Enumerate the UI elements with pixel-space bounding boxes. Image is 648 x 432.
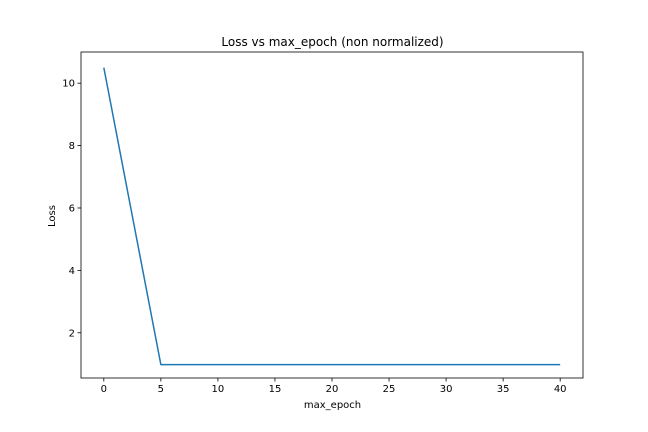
y-axis-label: Loss [47,205,58,227]
x-axis-label: max_epoch [304,400,361,411]
series-line-0 [103,67,561,366]
x-tick-label-35: 35 [497,384,510,395]
axes-frame [80,51,584,379]
plot-area: 0 5 10 15 20 25 30 35 40 2 4 6 8 10 [62,51,584,395]
x-tick-label-0: 0 [101,384,107,395]
y-tick-label-2: 2 [69,328,75,339]
x-tick-label-40: 40 [554,384,567,395]
x-tick-label-15: 15 [269,384,282,395]
chart-title: Loss vs max_epoch (non normalized) [221,35,443,49]
y-tick-label-4: 4 [69,266,75,277]
x-tick-label-10: 10 [212,384,225,395]
x-tick-label-5: 5 [158,384,164,395]
x-tick-label-25: 25 [383,384,396,395]
y-tick-label-6: 6 [69,203,75,214]
x-tick-label-20: 20 [326,384,339,395]
x-tick-label-30: 30 [440,384,453,395]
y-tick-label-8: 8 [69,141,75,152]
y-tick-label-10: 10 [62,79,75,90]
